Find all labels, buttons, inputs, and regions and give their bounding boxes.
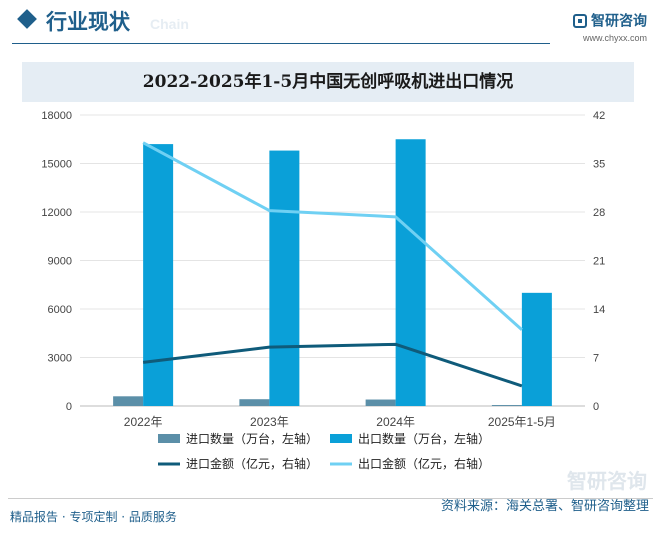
- y-left-tick-label: 0: [66, 401, 72, 413]
- legend-label: 进口金额（亿元，右轴）: [186, 456, 318, 471]
- bar-import-qty: [365, 399, 396, 406]
- x-tick-label: 2023年: [250, 415, 289, 429]
- bar-export-qty: [395, 139, 426, 406]
- section-title: 行业现状: [46, 10, 130, 34]
- footer-divider: [8, 498, 653, 499]
- y-right-tick-label: 21: [593, 256, 605, 268]
- footer-slogan: 精品报告 · 专项定制 · 品质服务: [10, 510, 177, 524]
- bar-export-qty: [521, 292, 552, 406]
- y-right-tick-label: 14: [593, 304, 605, 316]
- y-left-tick-label: 3000: [48, 353, 72, 365]
- y-left-tick-label: 15000: [41, 159, 72, 171]
- y-right-tick-label: 42: [593, 110, 605, 122]
- legend-swatch: [330, 434, 352, 443]
- brand-url: www.chyxx.com: [582, 32, 647, 43]
- bar-export-qty: [143, 144, 174, 406]
- brand-name: 智研咨询: [591, 13, 647, 30]
- y-right-tick-label: 0: [593, 401, 599, 413]
- y-left-tick-label: 12000: [41, 207, 72, 219]
- source-note: 资料来源：海关总署、智研咨询整理: [440, 499, 649, 514]
- legend-label: 出口数量（万台，左轴）: [358, 431, 490, 446]
- y-right-tick-label: 35: [593, 159, 605, 171]
- legend-swatch: [158, 434, 180, 443]
- chart-title-band: 2022-2025年1-5月中国无创呼吸机进出口情况: [22, 62, 634, 102]
- y-right-tick-label: 7: [593, 353, 599, 365]
- legend-label: 出口金额（亿元，右轴）: [358, 456, 490, 471]
- bar-import-qty: [113, 396, 144, 406]
- series-line-export-amount: [142, 141, 523, 331]
- ghost-watermark-text: Chain: [150, 16, 189, 32]
- page-header: 行业现状 Chain 智研咨询 www.chyxx.com: [0, 0, 661, 44]
- legend-label: 进口数量（万台，左轴）: [186, 431, 318, 446]
- header-divider: [12, 43, 550, 44]
- x-tick-label: 2024年: [376, 415, 415, 429]
- brand-block: 智研咨询 www.chyxx.com: [573, 10, 647, 43]
- bar-import-qty: [491, 405, 522, 406]
- bar-import-qty: [239, 399, 270, 406]
- bar-export-qty: [269, 150, 300, 406]
- y-left-tick-label: 9000: [48, 256, 72, 268]
- x-tick-label: 2025年1-5月: [488, 415, 556, 429]
- y-left-tick-label: 6000: [48, 304, 72, 316]
- brand-logo-icon: [573, 13, 587, 28]
- x-tick-label: 2022年: [124, 415, 163, 429]
- chart-title: 2022-2025年1-5月中国无创呼吸机进出口情况: [142, 72, 514, 92]
- footer-brand-watermark: 智研咨询: [567, 469, 647, 493]
- series-line-import-amount: [142, 342, 523, 388]
- y-left-tick-label: 18000: [41, 110, 72, 122]
- y-right-tick-label: 28: [593, 207, 605, 219]
